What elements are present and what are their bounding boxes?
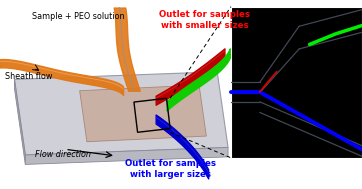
Polygon shape — [25, 147, 228, 164]
Text: Outlet for samples
with larger sizes: Outlet for samples with larger sizes — [125, 159, 216, 179]
Polygon shape — [80, 85, 206, 142]
Text: Flow direction: Flow direction — [35, 149, 91, 159]
Polygon shape — [14, 72, 228, 155]
Text: Sample + PEO solution: Sample + PEO solution — [31, 12, 124, 21]
Bar — [231, 7, 362, 158]
Text: Sheath flow: Sheath flow — [5, 72, 53, 81]
Text: Outlet for samples
with smaller sizes: Outlet for samples with smaller sizes — [159, 10, 250, 30]
Polygon shape — [14, 79, 25, 164]
